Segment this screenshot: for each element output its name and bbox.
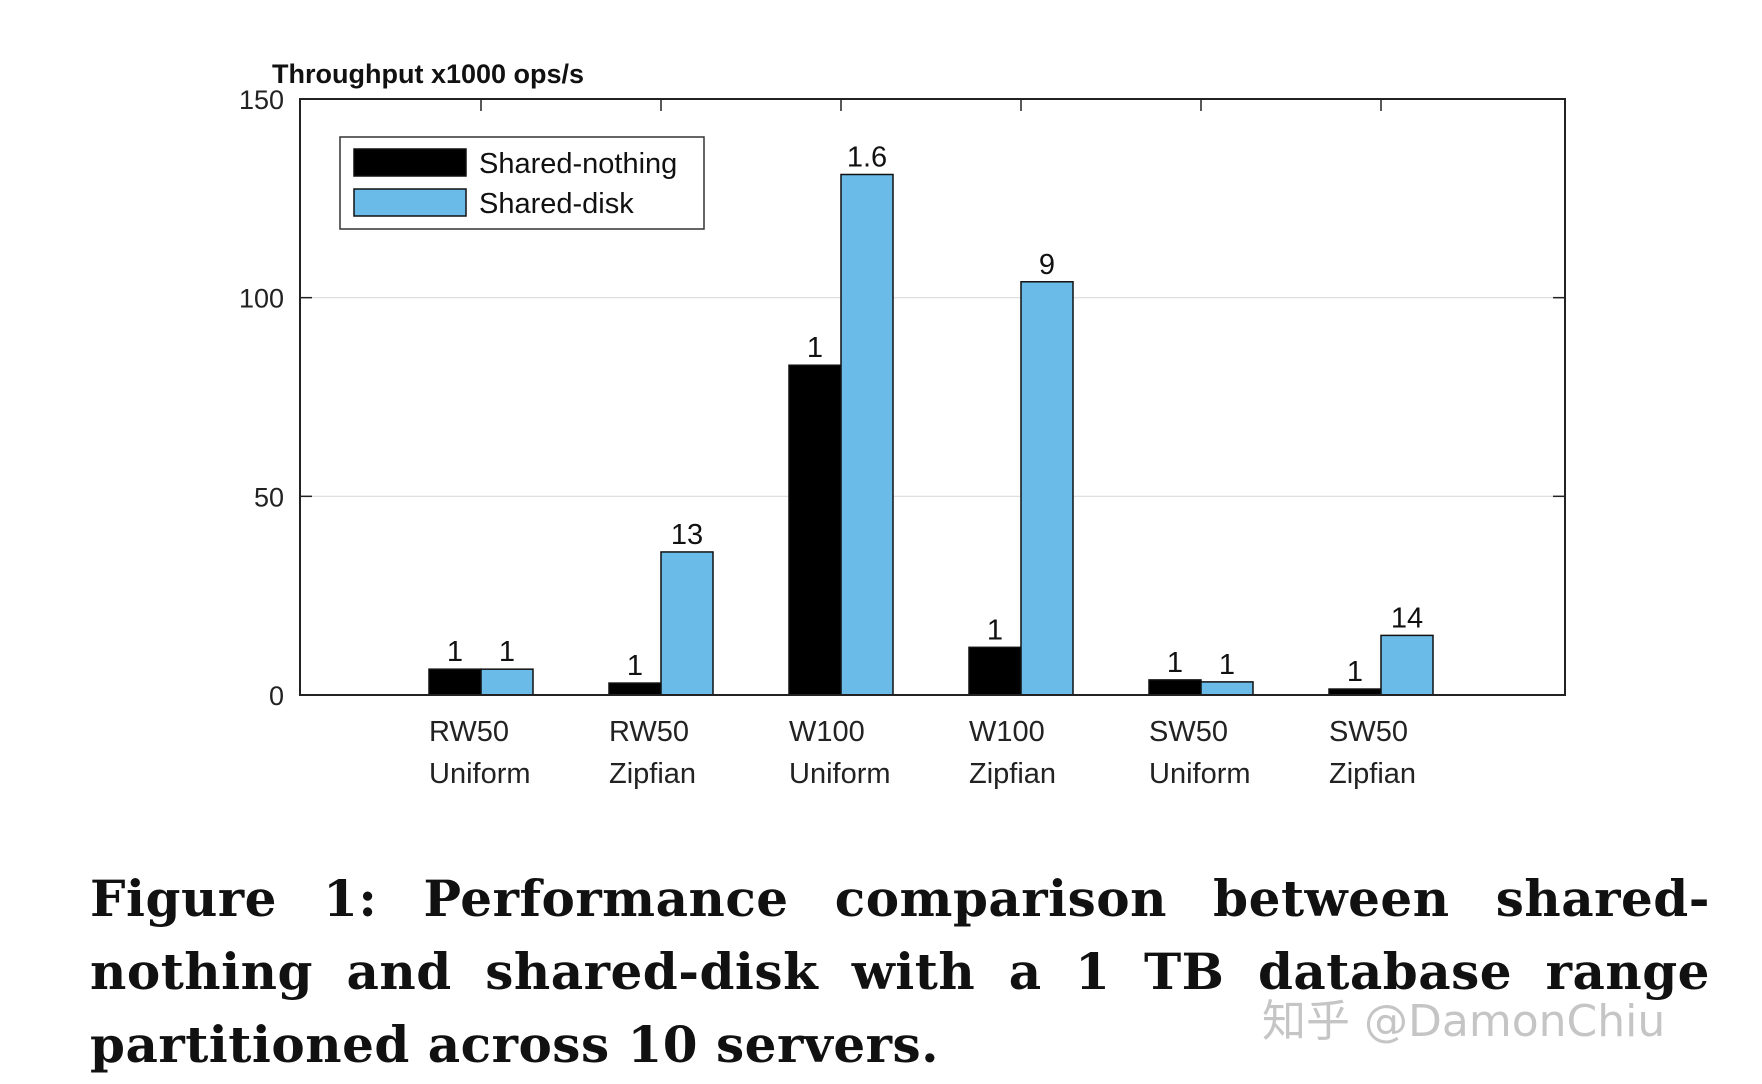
bar-value-label: 1 [627, 650, 643, 682]
bar-shared-disk [1200, 681, 1254, 696]
x-category-label: Uniform [429, 758, 531, 790]
bar-shared-disk [660, 551, 714, 696]
bar-shared-nothing [428, 668, 482, 696]
bars [428, 173, 1434, 696]
bar-shared-disk [1380, 634, 1434, 696]
bar-shared-disk [1020, 281, 1074, 696]
y-tick-label: 150 [239, 85, 284, 115]
x-category-label: W100 [789, 716, 865, 748]
plot-frame [299, 98, 1566, 696]
bar-value-label: 1 [1219, 649, 1235, 681]
figure-caption: Figure 1: Performance comparison between… [90, 869, 1710, 1074]
bar-value-label: 1 [499, 636, 515, 668]
bar-value-label: 1 [987, 614, 1003, 646]
bar-chart: 1 1 1 13 1 1.6 1 9 1 1 1 14 0 50 100 150 RW50 Uniform RW5… [239, 59, 1566, 790]
x-category-label: Zipfian [969, 758, 1056, 790]
y-tick-label: 0 [269, 681, 284, 711]
x-category-label: W100 [969, 716, 1045, 748]
bar-value-label: 1 [807, 332, 823, 364]
y-tick-label: 50 [254, 482, 284, 512]
x-category-label: Uniform [789, 758, 891, 790]
y-axis-label: Throughput x1000 ops/s [272, 59, 584, 89]
bar-value-label: 1.6 [847, 141, 887, 173]
bar-value-label: 1 [1347, 656, 1363, 688]
legend-swatch [353, 148, 467, 177]
x-category-label: Zipfian [1329, 758, 1416, 790]
bar-shared-nothing [788, 364, 842, 696]
bar-shared-disk [480, 668, 534, 696]
bar-value-label: 1 [1167, 647, 1183, 679]
bar-value-label: 13 [671, 519, 703, 551]
x-category-label: Uniform [1149, 758, 1251, 790]
bar-value-label: 9 [1039, 249, 1055, 281]
x-category-label: SW50 [1329, 716, 1408, 748]
gridlines [300, 297, 1565, 497]
data-labels: 1 1 1 13 1 1.6 1 9 1 1 1 14 [447, 141, 1423, 688]
x-category-label: Zipfian [609, 758, 696, 790]
bar-shared-nothing [1148, 679, 1202, 696]
x-category-label: RW50 [609, 716, 689, 748]
legend-swatch [353, 188, 467, 217]
y-tick-label: 100 [239, 284, 284, 314]
legend-label: Shared-nothing [479, 148, 677, 180]
tick-labels: 0 50 100 150 RW50 Uniform RW50 Zipfian W100 Unifo… [239, 85, 1416, 790]
legend-label: Shared-disk [479, 188, 634, 220]
bar-value-label: 14 [1391, 602, 1423, 634]
bar-shared-nothing [608, 682, 662, 696]
bar-shared-disk [840, 173, 894, 696]
bar-shared-nothing [968, 646, 1022, 696]
x-category-label: SW50 [1149, 716, 1228, 748]
legend: Shared-nothing Shared-disk [339, 136, 705, 230]
watermark: 知乎 @DamonChiu [1262, 996, 1666, 1047]
x-category-label: RW50 [429, 716, 509, 748]
bar-value-label: 1 [447, 636, 463, 668]
axes [299, 98, 1566, 696]
